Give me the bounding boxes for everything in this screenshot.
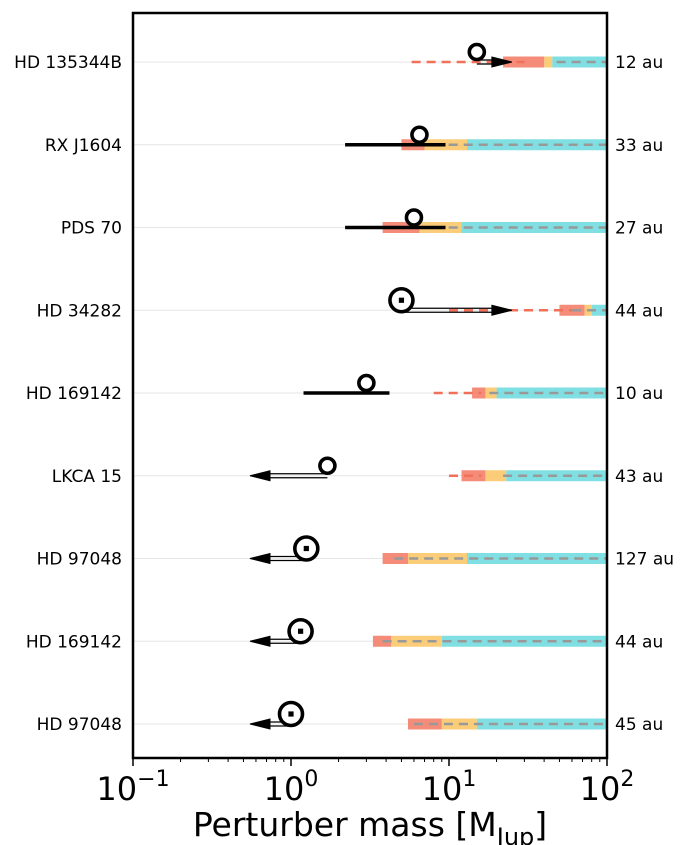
planet-marker-dot — [288, 711, 294, 717]
plot-frame — [131, 11, 609, 760]
orange-bar — [407, 553, 468, 564]
planet-marker-dot — [398, 297, 405, 303]
planet-marker — [467, 42, 487, 62]
arrow-head — [491, 304, 512, 316]
separation-label: 33 au — [615, 136, 663, 156]
orange-bar — [544, 56, 553, 68]
x-tick-label: 102 — [580, 767, 635, 808]
separation-label: 27 au — [615, 219, 663, 239]
planet-marker — [318, 456, 337, 476]
star-name-label: HD 97048 — [37, 715, 122, 735]
separation-label: 44 au — [615, 301, 663, 321]
cyan-bar — [591, 304, 607, 316]
arrow-head — [249, 635, 271, 647]
row-labels: HD 135344B 12 au RX J1604 33 au PDS 70 27 au H… — [14, 53, 674, 735]
x-tick-label: 100 — [264, 767, 319, 808]
star-name-label: HD 97048 — [37, 550, 122, 570]
planet-marker-dot — [303, 545, 309, 552]
arrow-head — [491, 56, 512, 68]
star-name-label: LKCA 15 — [52, 467, 122, 487]
x-axis-label: Perturber mass [MJup] — [193, 805, 547, 845]
arrow-head — [249, 552, 271, 565]
separation-label: 12 au — [615, 53, 663, 73]
star-name-label: RX J1604 — [45, 136, 122, 156]
orange-bar — [424, 139, 468, 151]
red-bar — [372, 635, 392, 647]
separation-label: 45 au — [615, 715, 663, 735]
x-axis-ticks: 10−1 100 101 102 — [96, 758, 634, 808]
star-name-label: HD 34282 — [37, 301, 122, 321]
separation-label: 10 au — [615, 384, 663, 404]
orange-bar — [485, 470, 507, 482]
arrow-head — [249, 470, 271, 482]
arrow-head — [249, 718, 271, 730]
red-bar — [461, 470, 486, 482]
separation-label: 43 au — [615, 467, 663, 487]
star-name-label: HD 135344B — [14, 53, 122, 73]
cyan-bar — [467, 139, 607, 151]
x-tick-label: 10−1 — [96, 767, 169, 808]
star-name-label: PDS 70 — [61, 219, 122, 239]
red-bar — [407, 718, 442, 730]
separation-label: 44 au — [615, 632, 663, 652]
x-tick-label: 101 — [422, 767, 477, 808]
markers — [249, 42, 512, 730]
planet-marker — [357, 373, 376, 393]
planet-marker — [404, 208, 424, 227]
cyan-bar — [461, 222, 607, 233]
star-name-label: HD 169142 — [26, 632, 122, 652]
star-name-label: HD 169142 — [26, 384, 122, 404]
planet-marker — [410, 125, 429, 145]
separation-label: 127 au — [615, 550, 674, 570]
planet-marker-dot — [297, 628, 304, 634]
